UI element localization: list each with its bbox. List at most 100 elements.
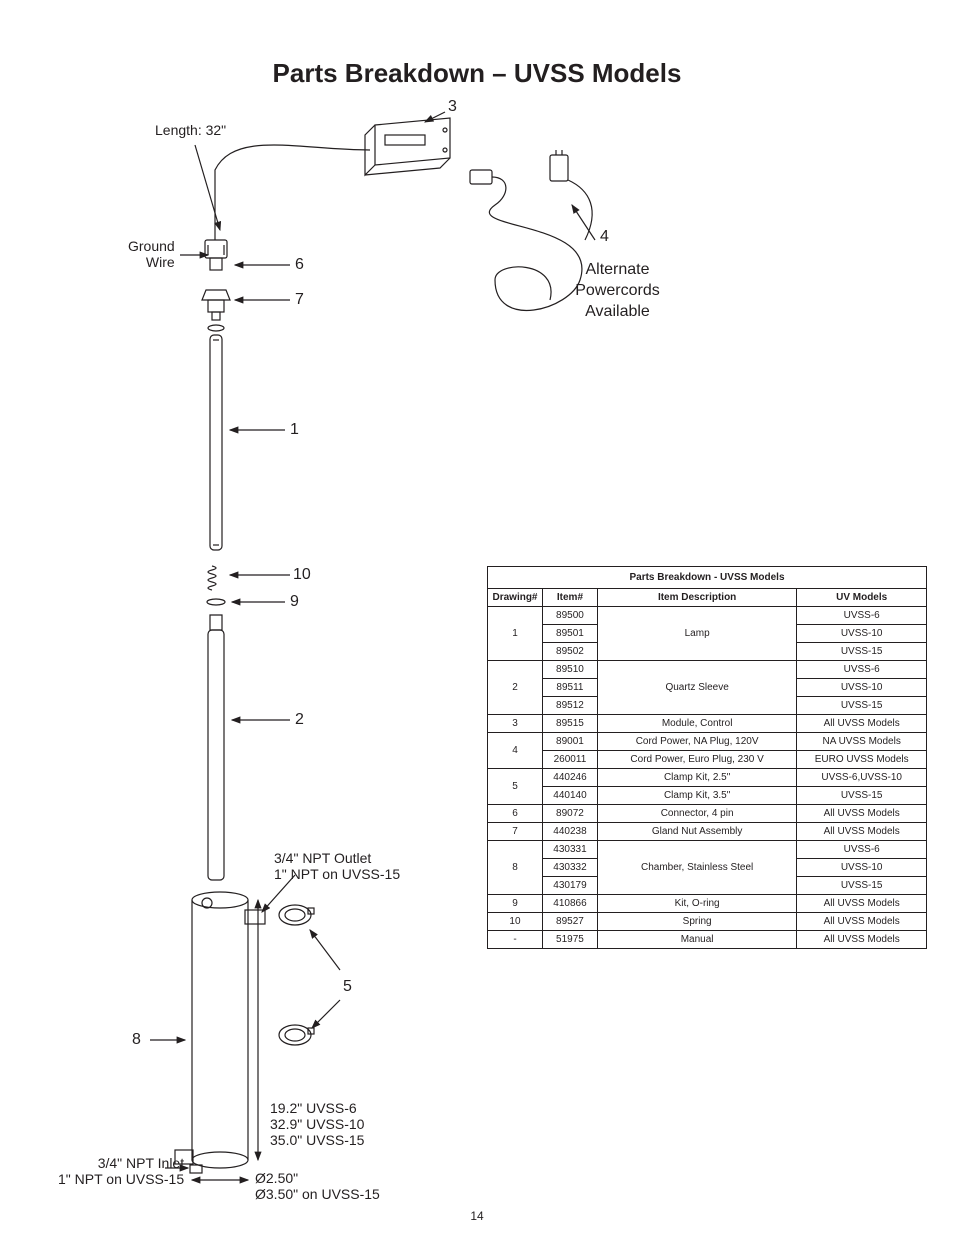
cell-item: 430332 (542, 859, 597, 877)
cell-model: All UVSS Models (797, 931, 927, 949)
th-item: Item# (542, 589, 597, 607)
cell-model: UVSS-6 (797, 661, 927, 679)
table-row: 689072Connector, 4 pinAll UVSS Models (488, 805, 927, 823)
cell-model: All UVSS Models (797, 715, 927, 733)
cell-item: 430179 (542, 877, 597, 895)
ground-wire-label: Ground Wire (128, 238, 175, 270)
cell-model: UVSS-10 (797, 679, 927, 697)
cell-desc: Connector, 4 pin (597, 805, 796, 823)
alt-powercords-label: Alternate Powercords Available (575, 260, 660, 322)
callout-5: 5 (343, 978, 352, 996)
cell-item: 89502 (542, 643, 597, 661)
cell-model: All UVSS Models (797, 823, 927, 841)
table-row: 489001Cord Power, NA Plug, 120VNA UVSS M… (488, 733, 927, 751)
cell-drawing: 6 (488, 805, 543, 823)
cell-model: UVSS-10 (797, 859, 927, 877)
spring-icon (208, 566, 216, 590)
cell-model: UVSS-6 (797, 607, 927, 625)
table-row: 389515Module, ControlAll UVSS Models (488, 715, 927, 733)
table-row: 5440246Clamp Kit, 2.5"UVSS-6,UVSS-10 (488, 769, 927, 787)
table-row: -51975ManualAll UVSS Models (488, 931, 927, 949)
callout-4: 4 (600, 228, 609, 246)
callout-6: 6 (295, 256, 304, 274)
cell-model: NA UVSS Models (797, 733, 927, 751)
callout-1: 1 (290, 421, 299, 439)
cell-model: UVSS-15 (797, 787, 927, 805)
cell-item: 89512 (542, 697, 597, 715)
outlet-label: 3/4" NPT Outlet 1" NPT on UVSS-15 (274, 850, 400, 882)
cell-desc: Clamp Kit, 3.5" (597, 787, 796, 805)
table-row: 289510Quartz SleeveUVSS-6 (488, 661, 927, 679)
cell-model: UVSS-6 (797, 841, 927, 859)
cell-item: 440246 (542, 769, 597, 787)
heights-label: 19.2" UVSS-6 32.9" UVSS-10 35.0" UVSS-15 (270, 1100, 364, 1148)
clamp-icon (279, 905, 314, 1045)
cell-desc: Spring (597, 913, 796, 931)
cell-model: UVSS-6,UVSS-10 (797, 769, 927, 787)
cell-model: All UVSS Models (797, 913, 927, 931)
callout-2: 2 (295, 711, 304, 729)
cell-item: 430331 (542, 841, 597, 859)
cell-desc: Lamp (597, 607, 796, 661)
cell-desc: Gland Nut Assembly (597, 823, 796, 841)
cell-drawing: - (488, 931, 543, 949)
cell-drawing: 2 (488, 661, 543, 715)
connector-icon (205, 240, 227, 270)
cell-desc: Clamp Kit, 2.5" (597, 769, 796, 787)
cell-desc: Kit, O-ring (597, 895, 796, 913)
cell-item: 89001 (542, 733, 597, 751)
cell-drawing: 7 (488, 823, 543, 841)
table-title: Parts Breakdown - UVSS Models (488, 567, 927, 589)
cell-desc: Quartz Sleeve (597, 661, 796, 715)
cell-drawing: 5 (488, 769, 543, 805)
cell-item: 440140 (542, 787, 597, 805)
cell-item: 51975 (542, 931, 597, 949)
length-label: Length: 32" (155, 122, 226, 138)
th-desc: Item Description (597, 589, 796, 607)
table-row: 440140Clamp Kit, 3.5"UVSS-15 (488, 787, 927, 805)
callout-10: 10 (293, 566, 311, 584)
lamp-icon (210, 335, 222, 550)
table-row: 7440238Gland Nut AssemblyAll UVSS Models (488, 823, 927, 841)
cell-model: EURO UVSS Models (797, 751, 927, 769)
cell-model: UVSS-15 (797, 877, 927, 895)
callout-3: 3 (448, 98, 457, 116)
cell-drawing: 8 (488, 841, 543, 895)
cell-model: All UVSS Models (797, 895, 927, 913)
cell-drawing: 10 (488, 913, 543, 931)
cell-item: 89072 (542, 805, 597, 823)
cell-item: 89500 (542, 607, 597, 625)
gland-nut-icon (202, 290, 230, 320)
chamber-icon (175, 892, 265, 1173)
th-model: UV Models (797, 589, 927, 607)
cell-desc: Manual (597, 931, 796, 949)
table-row: 260011Cord Power, Euro Plug, 230 VEURO U… (488, 751, 927, 769)
cell-desc: Cord Power, Euro Plug, 230 V (597, 751, 796, 769)
cell-model: All UVSS Models (797, 805, 927, 823)
oring-icon (207, 599, 225, 605)
cell-item: 89511 (542, 679, 597, 697)
cell-item: 89527 (542, 913, 597, 931)
diameter-label: Ø2.50" Ø3.50" on UVSS-15 (255, 1170, 380, 1202)
table-row: 9410866Kit, O-ringAll UVSS Models (488, 895, 927, 913)
callout-9: 9 (290, 593, 299, 611)
cell-item: 89515 (542, 715, 597, 733)
quartz-sleeve-icon (208, 630, 224, 880)
cell-drawing: 1 (488, 607, 543, 661)
th-drawing: Drawing# (488, 589, 543, 607)
callout-8: 8 (132, 1031, 141, 1049)
cell-desc: Cord Power, NA Plug, 120V (597, 733, 796, 751)
cell-item: 89510 (542, 661, 597, 679)
cell-drawing: 9 (488, 895, 543, 913)
page-title: Parts Breakdown – UVSS Models (0, 58, 954, 89)
cell-item: 260011 (542, 751, 597, 769)
cell-model: UVSS-10 (797, 625, 927, 643)
page-number: 14 (0, 1209, 954, 1223)
powercord-icon (470, 150, 592, 310)
cell-drawing: 3 (488, 715, 543, 733)
callout-7: 7 (295, 291, 304, 309)
cell-item: 410866 (542, 895, 597, 913)
cell-desc: Chamber, Stainless Steel (597, 841, 796, 895)
inlet-label: 3/4" NPT Inlet 1" NPT on UVSS-15 (58, 1155, 184, 1187)
cell-drawing: 4 (488, 733, 543, 769)
